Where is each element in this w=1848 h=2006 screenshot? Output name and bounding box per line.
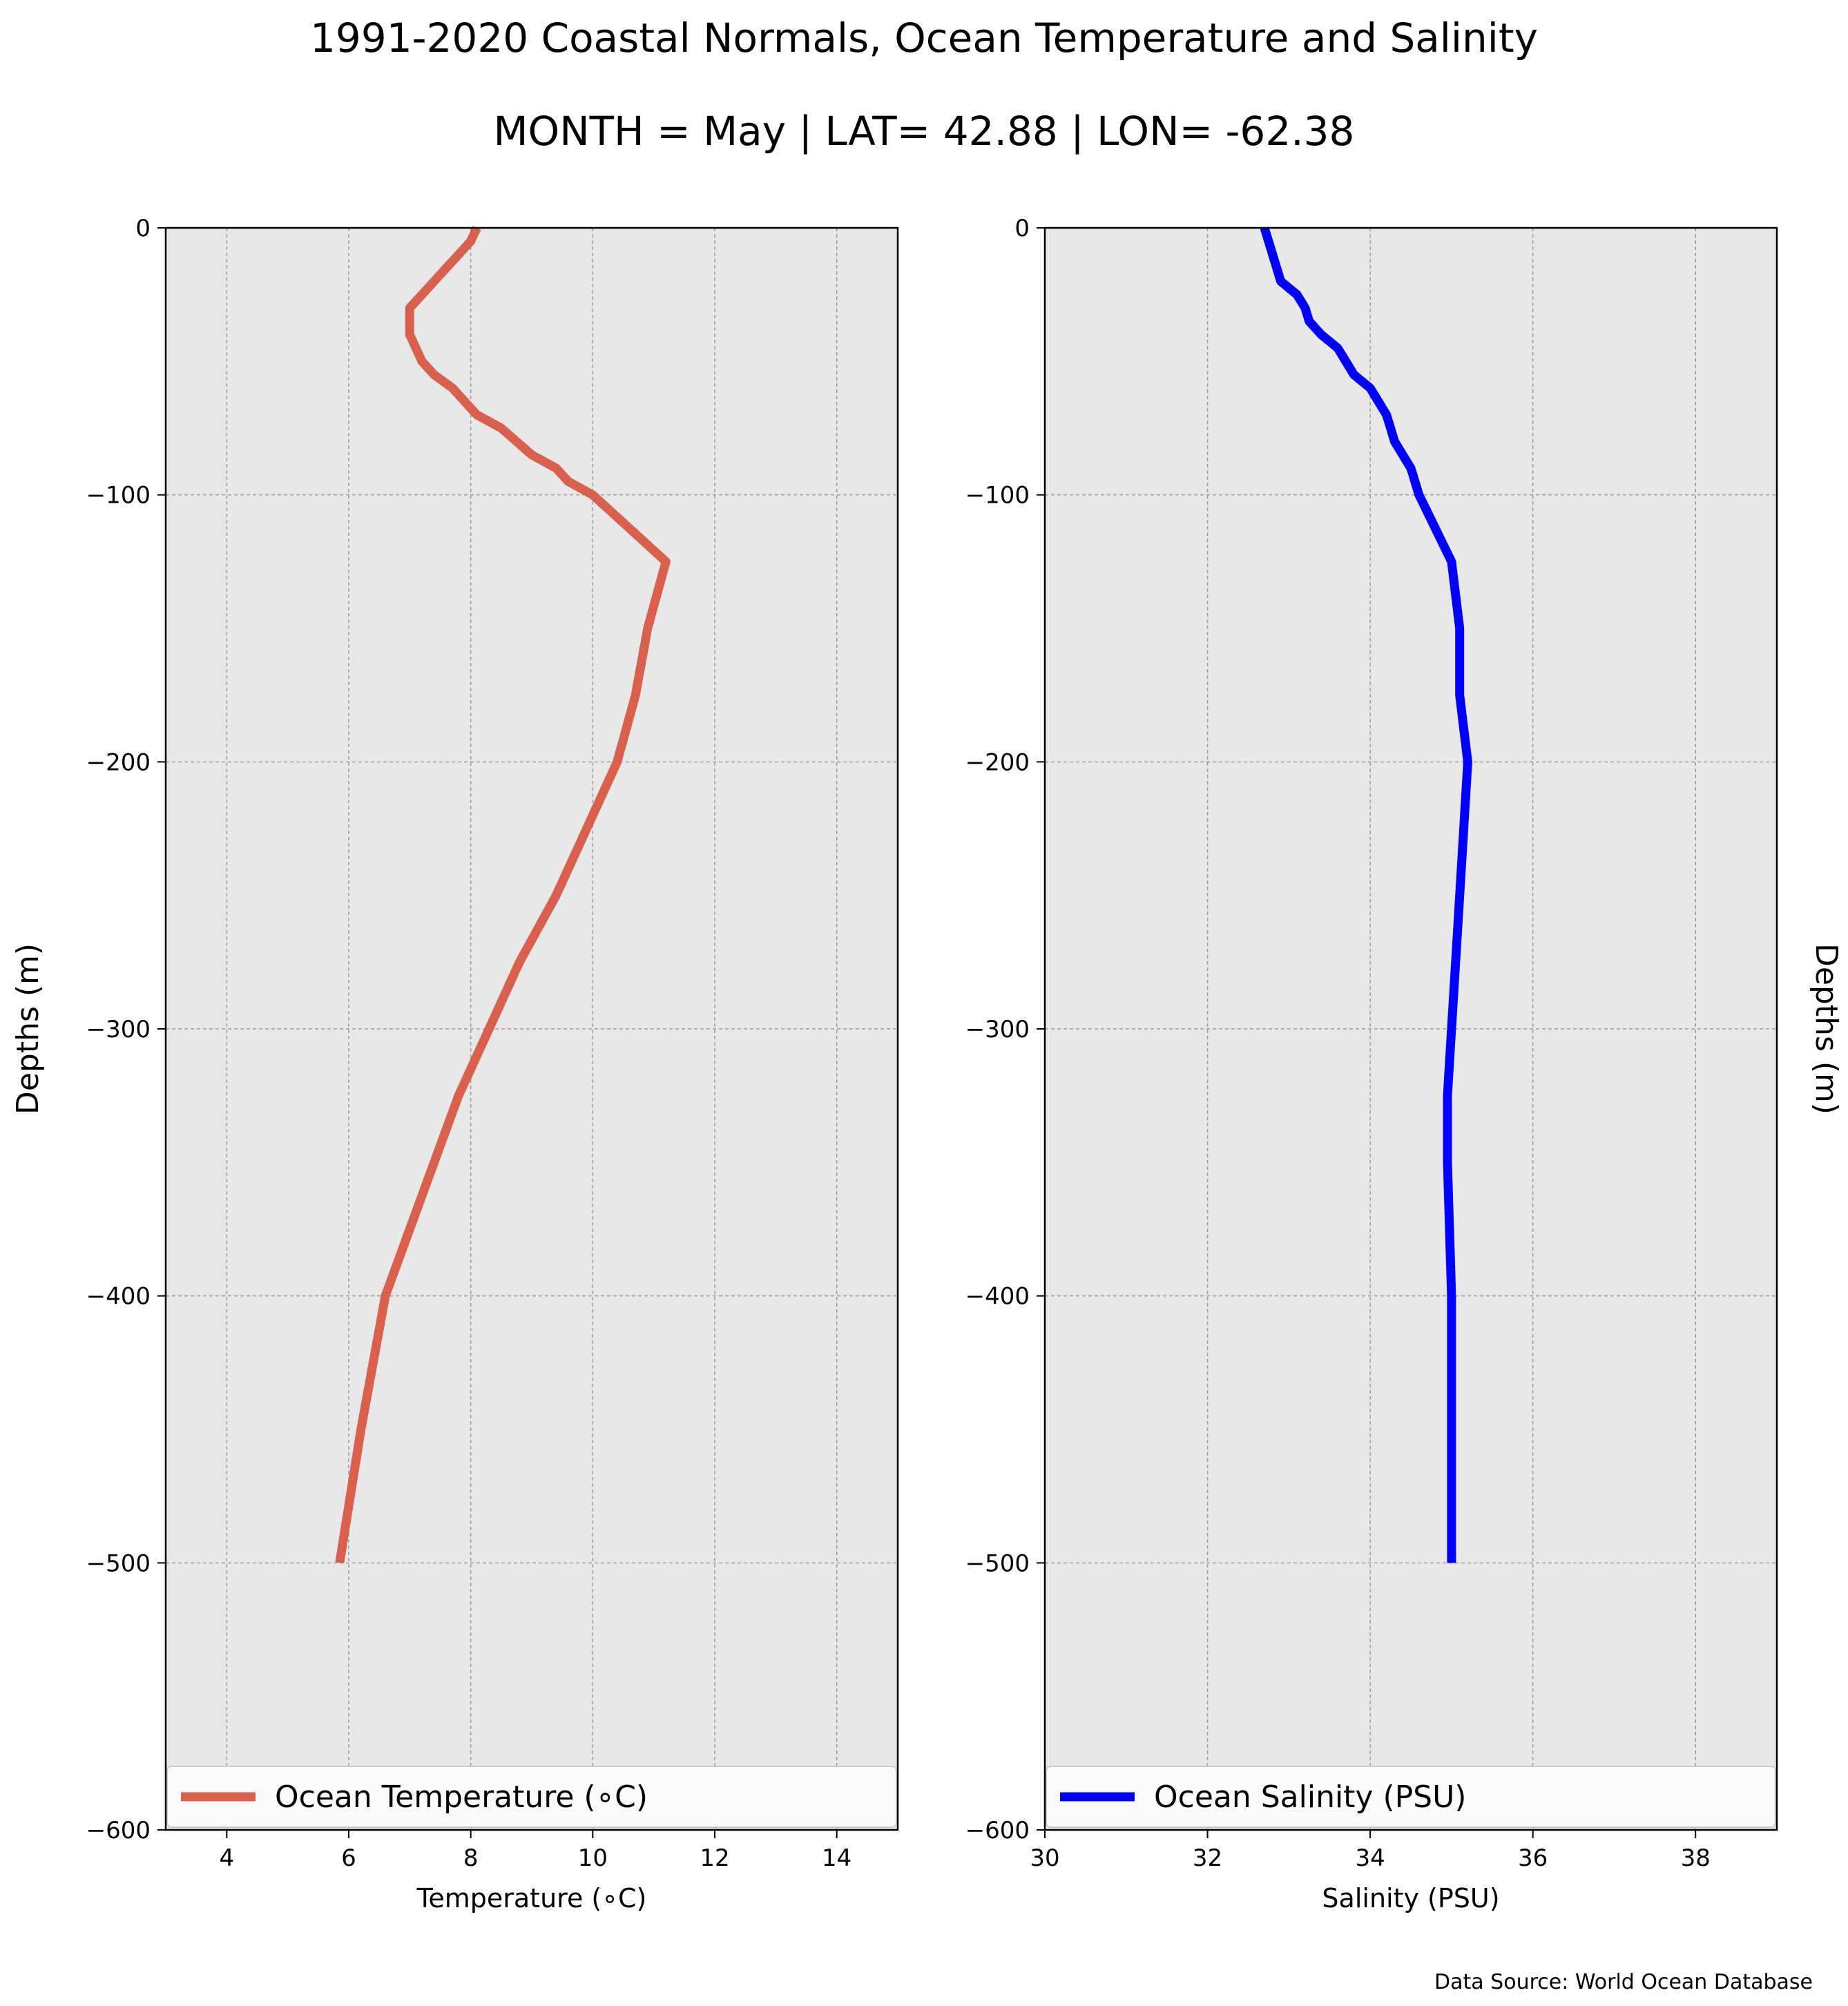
data-source-note: Data Source: World Ocean Database bbox=[1434, 1970, 1813, 1994]
salinity-ytick-label: −500 bbox=[965, 1550, 1030, 1577]
temperature-ytick-label: −300 bbox=[86, 1016, 151, 1043]
salinity-legend bbox=[1046, 1766, 1776, 1828]
temperature-legend bbox=[166, 1766, 897, 1828]
temperature-legend-label: Ocean Temperature (∘C) bbox=[275, 1780, 648, 1815]
temperature-ytick-label: 0 bbox=[135, 215, 151, 242]
salinity-panel: Ocean Salinity (PSU) 30 32 34 36 38 0 −100 −200 −… bbox=[965, 215, 1844, 1913]
salinity-xtick-label: 38 bbox=[1681, 1844, 1711, 1872]
salinity-series-line bbox=[1260, 226, 1472, 1563]
salinity-xtick-label: 30 bbox=[1030, 1844, 1059, 1872]
salinity-xtick-label: 32 bbox=[1193, 1844, 1222, 1872]
salinity-xtick-label: 34 bbox=[1355, 1844, 1385, 1872]
temperature-series-line bbox=[335, 226, 671, 1564]
salinity-ytick-label: −400 bbox=[965, 1283, 1030, 1311]
temperature-xtick-label: 10 bbox=[578, 1844, 608, 1872]
temperature-ytick-label: −100 bbox=[86, 482, 151, 510]
salinity-ytick-label: −300 bbox=[965, 1016, 1030, 1043]
temperature-x-axis-label: Temperature (∘C) bbox=[416, 1883, 647, 1913]
salinity-ytick-label: −200 bbox=[965, 749, 1030, 776]
temperature-xtick-label: 6 bbox=[341, 1844, 356, 1872]
salinity-y-axis-label: Depths (m) bbox=[1809, 943, 1844, 1115]
salinity-legend-label: Ocean Salinity (PSU) bbox=[1154, 1780, 1466, 1815]
temperature-xtick-label: 8 bbox=[463, 1844, 479, 1872]
temperature-y-axis-label: Depths (m) bbox=[10, 943, 46, 1115]
salinity-ytick-label: −600 bbox=[965, 1817, 1030, 1844]
temperature-ytick-label: −500 bbox=[86, 1550, 151, 1577]
salinity-xtick-label: 36 bbox=[1518, 1844, 1548, 1872]
temperature-ytick-label: −400 bbox=[86, 1283, 151, 1311]
temperature-panel: Ocean Temperature (∘C) 4 6 8 10 12 14 0 −100 −200… bbox=[10, 215, 899, 1913]
temperature-ytick-label: −600 bbox=[86, 1817, 151, 1844]
temperature-xtick-label: 4 bbox=[220, 1844, 235, 1872]
salinity-ytick-label: 0 bbox=[1014, 215, 1030, 242]
temperature-xtick-label: 12 bbox=[700, 1844, 729, 1872]
chart-subtitle: MONTH = May | LAT= 42.88 | LON= -62.38 bbox=[494, 108, 1355, 155]
salinity-x-axis-label: Salinity (PSU) bbox=[1322, 1883, 1499, 1913]
salinity-ytick-label: −100 bbox=[965, 482, 1030, 510]
chart-title: 1991-2020 Coastal Normals, Ocean Tempera… bbox=[310, 15, 1538, 61]
temperature-xtick-label: 14 bbox=[822, 1844, 851, 1872]
temperature-ytick-label: −200 bbox=[86, 749, 151, 776]
